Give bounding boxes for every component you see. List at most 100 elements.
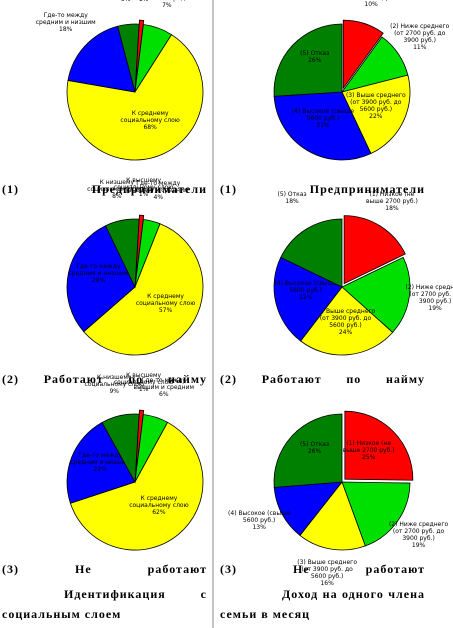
slice-value: 1% [138, 386, 149, 394]
slice-category: К высшему социальному слою [113, 177, 174, 192]
slice-value: 19% [428, 305, 442, 313]
slice-value: 22% [298, 293, 313, 301]
slice-label-box: К низшему социальному слою 9% [82, 374, 146, 395]
slice-value: 26% [308, 57, 322, 65]
chart-title: (3) Не работают [2, 562, 207, 576]
slice-category: (3) Выше среднего (от 3900 руб. до 5600 … [315, 308, 376, 330]
slice-label: (3) Выше среднего (от 3900 руб. до 5600 … [315, 308, 376, 337]
slice-category: (1) Низкое (не выше 2700 руб.) [365, 191, 418, 206]
slice-label-box: (1) Низкое (не выше 2700 руб.) 25% [337, 440, 401, 461]
slice-label: Где-то между высшим и средним7% [135, 0, 199, 9]
slice-label-box: Где-то между средним и низшим 29% [66, 263, 130, 284]
slice-category: (5) Отказ [277, 191, 307, 199]
slice-category: Где-то между высшим и средним [135, 0, 199, 2]
pie-slice [341, 256, 411, 333]
slice-value: 19% [411, 541, 426, 549]
caption: Идентификация с социальным слоем [2, 587, 207, 621]
slice-label: (4) Высокое (свыше 5600 руб.)22% [274, 279, 337, 301]
slice-category: Где-то между средним и низшим [35, 12, 96, 27]
pie-slice [273, 91, 372, 161]
pie-slice [273, 256, 343, 342]
slice-label: (2) Ниже среднего (от 2700 руб. до 3900 … [388, 23, 452, 51]
slice-label-box: (5) Отказ 26% [283, 50, 347, 64]
slice-value: 1% [138, 191, 149, 199]
slice-label-box: Где-то между высшим и средним 4% [126, 180, 190, 201]
pie-slice [342, 19, 384, 90]
slice-value: 24% [338, 329, 353, 337]
chart-title: (2) Работают по найму [2, 372, 207, 386]
slice-value: 62% [152, 508, 166, 516]
slice-category: К среднему социальному слою [129, 494, 189, 509]
slice-category: (3) Выше среднего (от 3900 руб. до 5600 … [345, 91, 406, 113]
slice-category: К среднему социальному слою [135, 292, 196, 307]
slice-value: 29% [91, 277, 106, 285]
slice-label-box: К среднему социальному слою 62% [127, 495, 191, 516]
slice-label-box: К среднему социальному слою 57% [134, 293, 198, 314]
slice-label-box: К среднему социальному слою 68% [118, 110, 182, 131]
slice-label-box: Где-то между средним и низшим 18% [34, 12, 98, 33]
chart-title: (3) Не работают [220, 562, 425, 576]
chart-title: (1) Предприниматели [220, 182, 425, 196]
slice-category: (2) Ниже среднего (от 2700 руб. до 3900 … [405, 284, 453, 306]
slice-category: (3) Выше среднего (от 3900 руб. до 5600 … [297, 558, 357, 580]
slice-label-box: (3) Выше среднего (от 3900 руб. до 5600 … [344, 92, 408, 120]
slice-label-box: (1) Низкое (не выше 2700 руб.) 18% [360, 191, 424, 212]
slice-value: 8% [112, 192, 122, 200]
slice-value: 25% [361, 453, 376, 461]
slice-category: Где-то между средним и низшим [68, 263, 129, 278]
slice-category: (2) Ниже среднего (от 2700 руб. до 3900 … [388, 520, 449, 542]
pie-slice [300, 286, 394, 356]
chart-title: (1) Предприниматели [2, 182, 207, 196]
slice-label-box: (3) Выше среднего (от 3900 руб. до 5600 … [295, 559, 359, 587]
pie-slice [280, 218, 343, 288]
slice-label-box: (5) Отказ 26% [283, 441, 347, 455]
slice-label: (4) Высокое (свыше 5600 руб.)31% [291, 108, 355, 129]
slice-category: К низшему социальному слою [84, 374, 144, 389]
slice-value: 22% [369, 112, 383, 120]
slice-category: (5) Отказ [300, 50, 330, 58]
slice-label: (1) Низкое (не выше 2700 руб.)25% [337, 440, 401, 461]
slice-value: 13% [252, 524, 266, 532]
slice-label-box: (4) Высокое (свыше 5600 руб.) 13% [227, 510, 291, 531]
slice-value: 5% [94, 0, 158, 3]
slice-category: К среднему социальному слою [120, 110, 180, 125]
pie-slice [66, 34, 204, 161]
slice-category: (1) Низкое (не выше 2700 руб.) [342, 439, 395, 454]
slice-value: 22% [93, 466, 107, 474]
slice-label: (4) Высокое (свыше 5600 руб.)13% [227, 510, 291, 531]
slice-value: 6% [159, 390, 169, 398]
pie-slice [83, 223, 204, 356]
slice-label: (1) Низкое (не выше 2700 руб.)10% [345, 0, 397, 8]
slice-value: 1% [112, 0, 176, 3]
pie-slice [341, 481, 411, 547]
slice-value: 7% [162, 1, 172, 9]
pie-slice [66, 421, 136, 504]
slice-label-box: Где-то между высшим и средним7% [135, 0, 199, 9]
slice-category: Где-то между средним и низшим [70, 452, 131, 467]
slice-value: 18% [59, 26, 73, 34]
slice-label: (2) Ниже среднего (от 2700 руб. до 3900 … [405, 284, 453, 313]
caption: Доход на одного члена семьи в месяц [220, 587, 425, 621]
slice-category: (4) Высокое (свыше 5600 руб.) [291, 108, 355, 123]
slice-value: 18% [285, 198, 299, 206]
slice-category: (4) Высокое (свыше 5600 руб.) [274, 279, 337, 294]
slice-value: 16% [320, 579, 334, 587]
slice-value: 4% [153, 193, 164, 201]
slice-label: (3) Выше среднего (от 3900 руб. до 5600 … [295, 559, 359, 587]
slice-category: (5) Отказ [299, 440, 330, 448]
slice-label-box: (2) Ниже среднего (от 2700 руб. до 3900 … [388, 23, 452, 51]
